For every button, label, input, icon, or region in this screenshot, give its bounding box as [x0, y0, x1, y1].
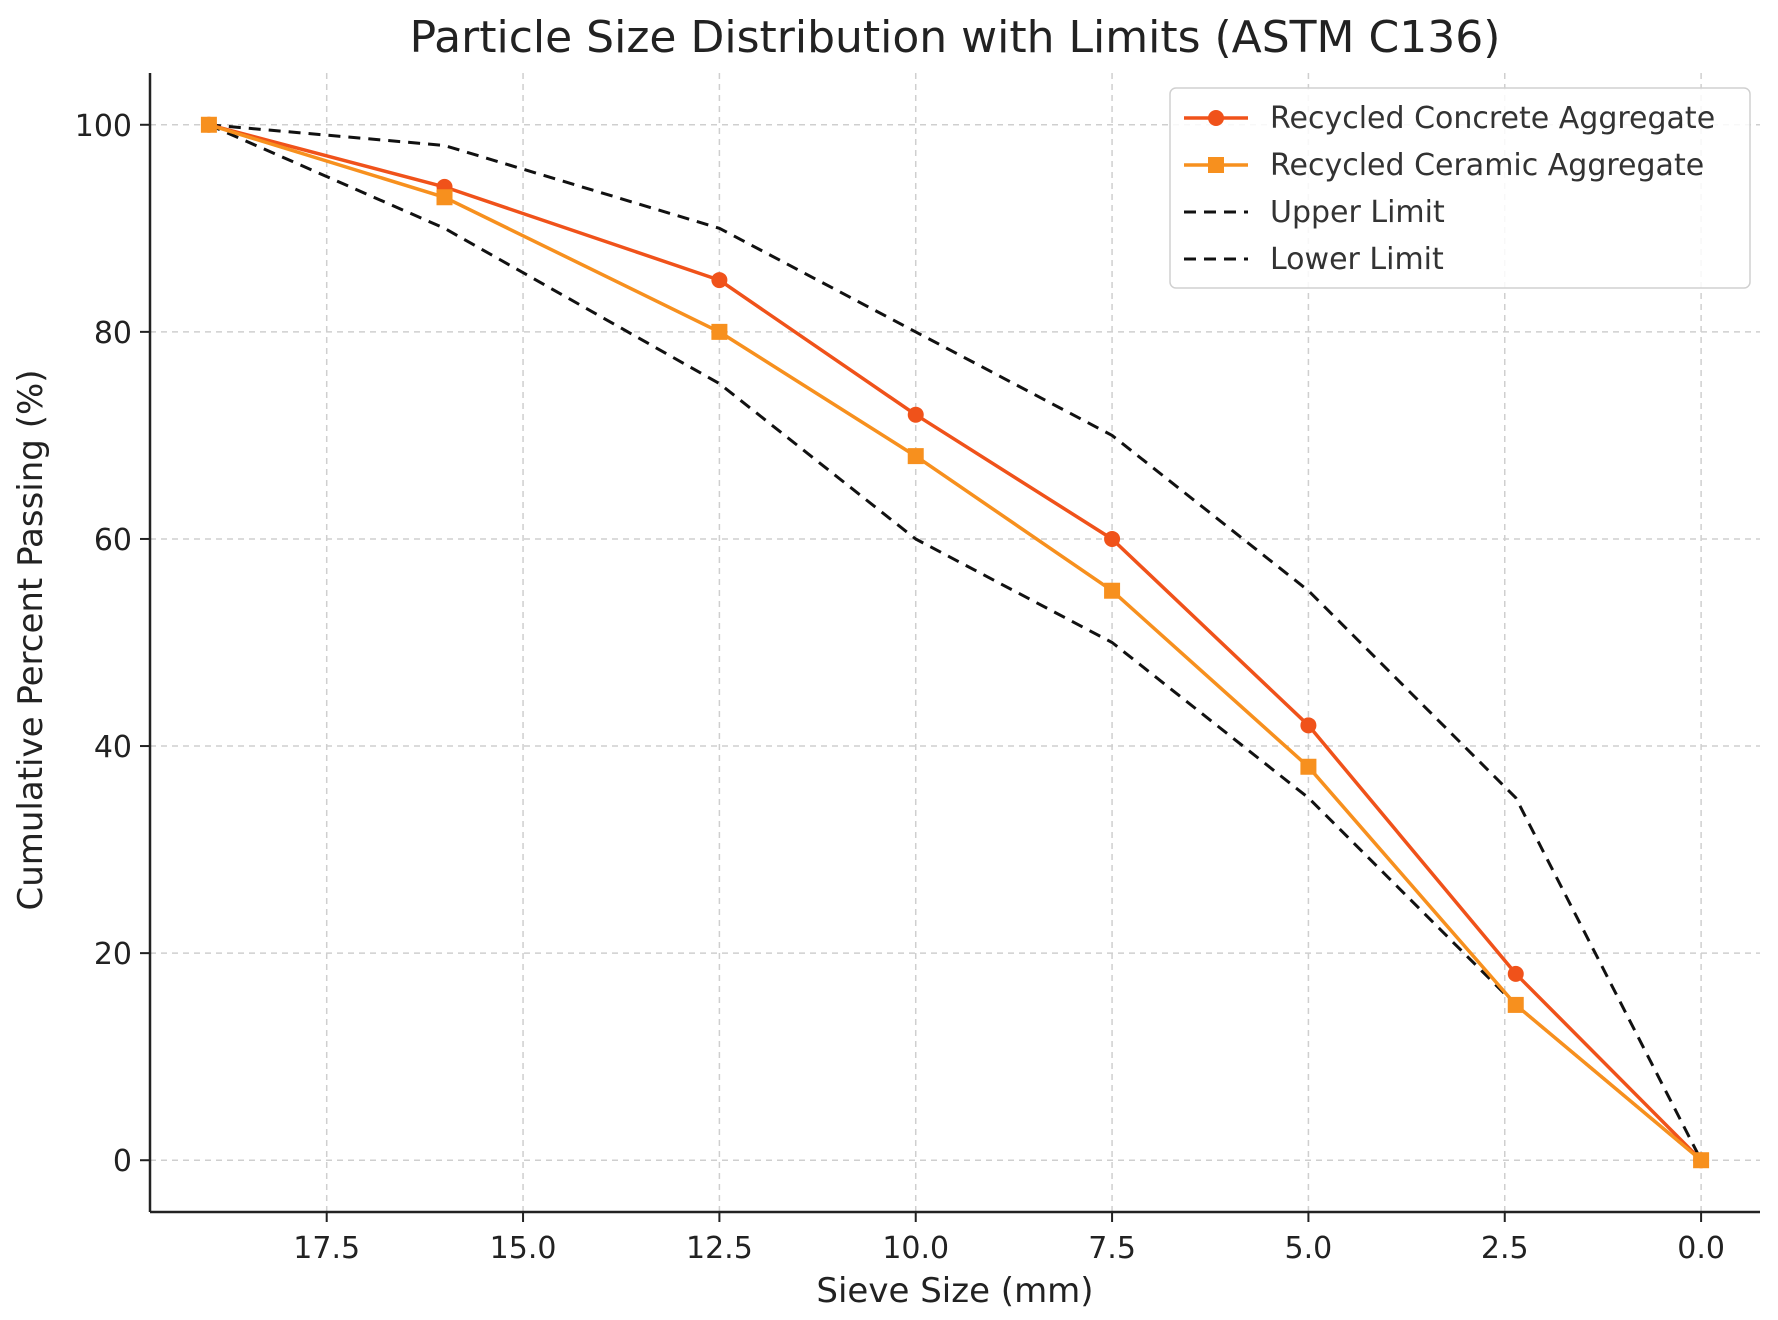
legend-label: Recycled Concrete Aggregate	[1270, 101, 1715, 136]
x-tick-label: 10.0	[882, 1231, 949, 1266]
legend-label: Upper Limit	[1270, 195, 1445, 230]
legend-label: Recycled Ceramic Aggregate	[1270, 148, 1704, 183]
series-upper-limit	[208, 123, 1703, 1161]
x-axis-label: Sieve Size (mm)	[816, 1271, 1093, 1311]
lower-limit-line	[208, 123, 1703, 1162]
legend-box	[1169, 87, 1751, 289]
legend: Recycled Concrete Aggregate Recycled Cera…	[1169, 87, 1751, 289]
y-tick-label: 20	[94, 937, 132, 972]
x-tick-label: 17.5	[293, 1231, 360, 1266]
axes	[148, 73, 1760, 1214]
y-axis-label: Cumulative Percent Passing (%)	[11, 369, 51, 910]
recycled-concrete-aggregate-point	[1104, 530, 1121, 547]
recycled-ceramic-aggregate-point	[436, 189, 453, 206]
recycled-concrete-aggregate-point	[1507, 965, 1524, 982]
recycled-concrete-aggregate-line	[208, 123, 1703, 1162]
recycled-ceramic-aggregate-point	[1300, 758, 1317, 775]
chart-title: Particle Size Distribution with Limits (…	[410, 12, 1501, 63]
recycled-concrete-aggregate-point	[907, 406, 924, 423]
recycled-ceramic-aggregate-point	[1693, 1152, 1710, 1169]
y-tick-label: 60	[94, 523, 132, 558]
x-tick-label: 7.5	[1088, 1231, 1136, 1266]
y-tick-label: 100	[75, 109, 132, 144]
legend-item-lower-limit: Lower Limit	[1184, 242, 1444, 277]
recycled-concrete-aggregate-point	[1300, 717, 1317, 734]
x-tick-label: 5.0	[1285, 1231, 1333, 1266]
y-tick-label: 40	[94, 730, 132, 765]
legend-item-recycled-ceramic-aggregate: Recycled Ceramic Aggregate	[1184, 148, 1704, 183]
grid	[150, 73, 1760, 1212]
ticks: 17.5 15.0 12.5 10.0 7.5 5.0 2.5 0.0 0 20 40 60 80 100	[75, 109, 1725, 1266]
legend-swatch-marker	[1208, 157, 1224, 173]
x-tick-label: 15.0	[490, 1231, 557, 1266]
series-lower-limit	[208, 123, 1703, 1162]
recycled-ceramic-aggregate-point	[200, 116, 217, 133]
recycled-ceramic-aggregate-point	[711, 323, 728, 340]
recycled-ceramic-aggregate-line	[208, 123, 1703, 1162]
legend-item-upper-limit: Upper Limit	[1184, 195, 1445, 230]
recycled-ceramic-aggregate-point	[1104, 582, 1121, 599]
series-recycled-ceramic-aggregate	[200, 116, 1710, 1169]
y-tick-label: 0	[113, 1144, 132, 1179]
x-tick-label: 12.5	[686, 1231, 753, 1266]
x-tick-label: 0.0	[1677, 1231, 1725, 1266]
recycled-concrete-aggregate-point	[711, 272, 728, 289]
plot-series	[200, 116, 1710, 1169]
legend-item-recycled-concrete-aggregate: Recycled Concrete Aggregate	[1184, 101, 1715, 136]
legend-label: Lower Limit	[1270, 242, 1444, 277]
upper-limit-line	[208, 123, 1703, 1161]
recycled-ceramic-aggregate-point	[1507, 996, 1524, 1013]
recycled-ceramic-aggregate-point	[907, 448, 924, 465]
y-tick-label: 80	[94, 316, 132, 351]
legend-swatch-marker	[1208, 110, 1224, 126]
x-tick-label: 2.5	[1481, 1231, 1529, 1266]
